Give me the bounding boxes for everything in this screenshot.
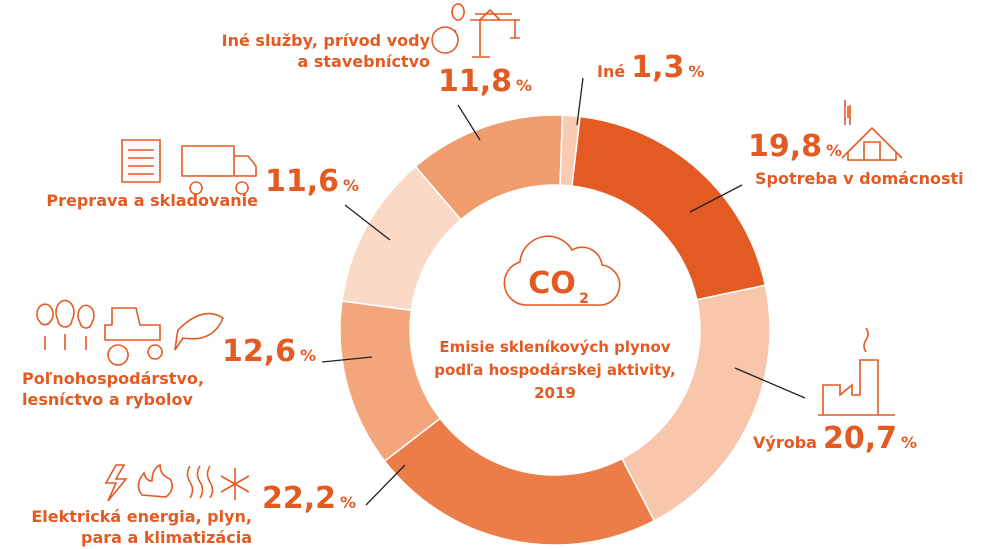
category-label: Elektrická energia, plyn, para a klimati… — [31, 507, 252, 547]
unit-label: % — [900, 433, 918, 452]
value-label: 19,8 — [748, 129, 823, 164]
value-label: 11,6 — [265, 164, 340, 199]
center-line: podľa hospodárskej aktivity, — [434, 361, 676, 379]
leader-lines — [321, 77, 806, 506]
donut-segment — [571, 115, 767, 301]
value-label: 11,8 — [438, 64, 513, 99]
value-group: 19,8% — [748, 130, 842, 168]
unit-label: % — [343, 176, 360, 195]
value-label: 12,6 — [222, 334, 297, 369]
center-line: Emisie skleníkových plynov — [439, 338, 671, 356]
icons — [36, 3, 903, 502]
category-label: Spotreba v domácnosti — [755, 169, 964, 188]
unit-label: % — [340, 493, 357, 512]
donut-segment — [383, 417, 656, 546]
value-group: 22,2% — [262, 482, 356, 520]
unit-label: % — [688, 62, 705, 81]
center-text: Emisie skleníkových plynov podľa hospodá… — [410, 336, 700, 405]
donut-segment — [620, 284, 771, 522]
co-subscript: 2 — [579, 291, 589, 307]
center-line: 2019 — [534, 384, 576, 402]
value-group: 12,6% — [222, 335, 316, 373]
value-group: 11,8% — [438, 65, 532, 103]
unit-label: % — [826, 141, 843, 160]
donut-segment — [559, 114, 581, 187]
segment-label: Výroba 20,7% — [753, 421, 917, 456]
unit-label: % — [300, 346, 317, 365]
cloud-icon — [503, 235, 621, 306]
co-text: CO — [528, 266, 576, 301]
value-group: 11,6% — [265, 165, 359, 203]
value-label: 22,2 — [262, 481, 337, 516]
value-label: 20,7 — [822, 421, 897, 456]
segment-label: Iné 1,3% — [597, 50, 704, 85]
donut-segment — [341, 165, 462, 312]
unit-label: % — [516, 76, 533, 95]
donut-segment — [339, 300, 442, 463]
value-label: 1,3 — [631, 50, 685, 85]
category-label: Poľnohospodárstvo, lesníctvo a rybolov — [22, 369, 204, 409]
category-label: Preprava a skladovanie — [46, 191, 258, 210]
category-label: Výroba — [753, 433, 817, 452]
category-label: Iné služby, prívod vody a stavebníctvo — [221, 31, 430, 71]
category-label: Iné — [597, 62, 626, 81]
